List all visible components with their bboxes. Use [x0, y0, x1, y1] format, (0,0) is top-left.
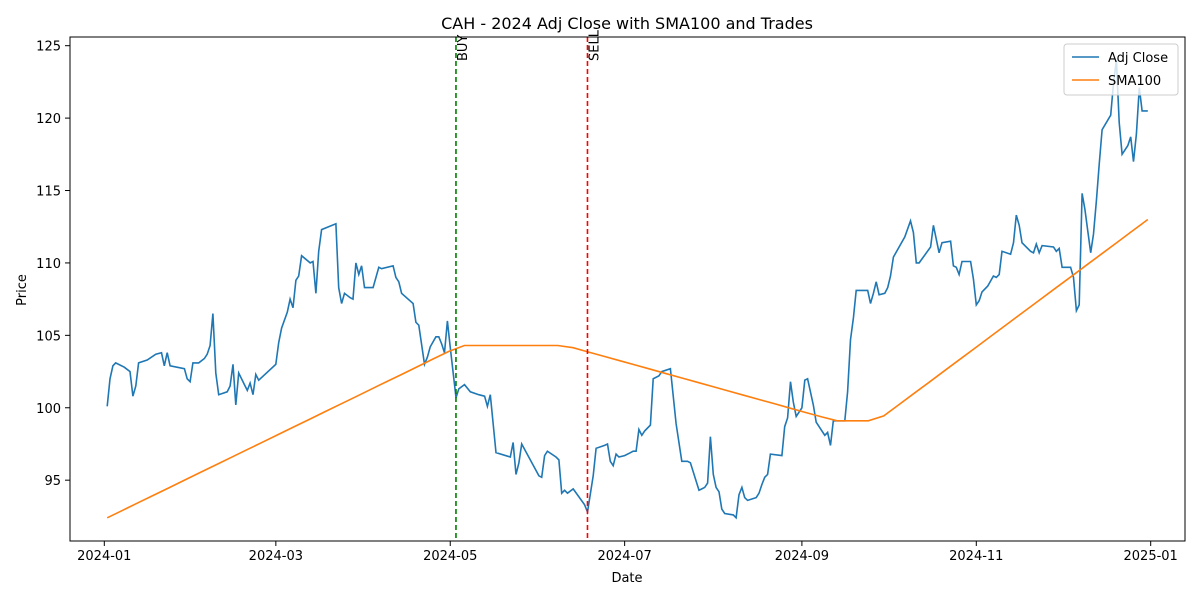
axes-frame — [69, 36, 1186, 542]
series-line-adj-close — [106, 60, 1148, 520]
plot-area — [106, 60, 1149, 520]
x-axis-label: Date — [611, 571, 642, 586]
y-tick-label: 95 — [44, 474, 61, 489]
x-tick-label: 2025-01 — [1124, 549, 1178, 564]
x-tick-label: 2024-05 — [423, 549, 477, 564]
axes: BUY SELL 2024-01 2024-03 2024-05 2024-07 2024-… — [36, 29, 1186, 564]
chart-title: CAH - 2024 Adj Close with SMA100 and Tra… — [441, 14, 813, 33]
y-tick-label: 115 — [36, 185, 61, 200]
x-tick-label: 2024-01 — [77, 549, 131, 564]
y-tick-label: 120 — [36, 112, 61, 127]
x-tick-label: 2024-09 — [775, 549, 829, 564]
y-tick-label: 125 — [36, 40, 61, 55]
x-tick-label: 2024-07 — [597, 549, 651, 564]
x-tick-label: 2024-03 — [249, 549, 303, 564]
trade-label-sell: SELL — [587, 29, 602, 61]
legend-label: SMA100 — [1108, 74, 1161, 89]
legend: Adj Close SMA100 — [1063, 43, 1179, 96]
series-line-sma100 — [106, 218, 1149, 519]
legend-label: Adj Close — [1108, 51, 1168, 66]
y-tick-label: 110 — [36, 257, 61, 272]
x-tick-label: 2024-11 — [949, 549, 1003, 564]
y-tick-label: 105 — [36, 329, 61, 344]
y-tick-label: 100 — [36, 402, 61, 417]
trade-label-buy: BUY — [456, 35, 471, 61]
y-axis-label: Price — [15, 274, 30, 306]
